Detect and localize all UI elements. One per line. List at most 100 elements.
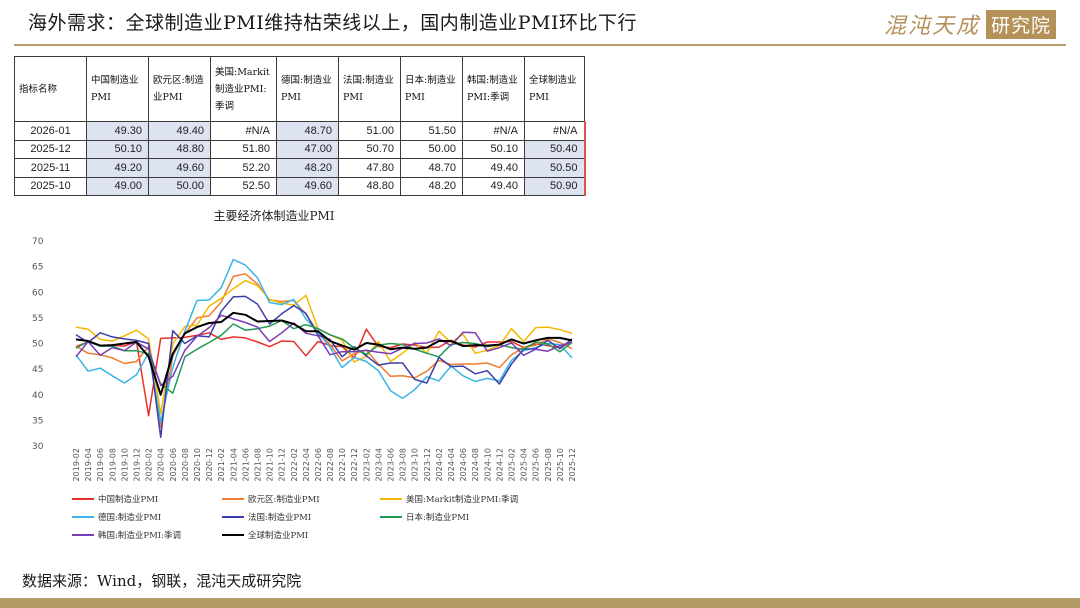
legend-label: 德国:制造业PMI [98,512,161,523]
x-tick-label: 2025-04 [520,448,529,481]
table-header-cell: 全球制造业PMI [524,56,585,122]
table-cell[interactable]: 49.40 [462,176,525,196]
table-cell[interactable]: 47.80 [338,158,401,178]
table-cell[interactable]: 52.20 [210,158,277,178]
table-cell-date[interactable]: 2025-12 [14,139,87,159]
table-header-row: 指标名称 中国制造业PMI 欧元区:制造业PMI 美国:Markit制造业PMI… [14,56,585,122]
x-tick-label: 2022-04 [302,448,311,481]
table-cell[interactable]: 49.40 [462,158,525,178]
x-tick-label: 2020-02 [145,448,154,481]
x-tick-label: 2023-04 [374,448,383,481]
x-tick-label: 2025-02 [508,448,517,481]
source-note: 数据来源：Wind，钢联，混沌天成研究院 [22,572,302,590]
table-cell[interactable]: 49.40 [148,121,211,141]
table-header-cell: 法国:制造业PMI [338,56,401,122]
table-header-cell: 韩国:制造业PMI:季调 [462,56,525,122]
x-tick-label: 2019-02 [72,448,81,481]
chart-background [14,200,584,550]
table-row: 2025-11 49.20 49.60 52.20 48.20 47.80 48… [14,158,586,178]
y-tick-label: 45 [32,365,43,375]
table-cell-date[interactable]: 2025-11 [14,158,87,178]
x-tick-label: 2024-08 [471,448,480,481]
table-cell[interactable]: #N/A [462,121,525,141]
table-cell-date[interactable]: 2025-10 [14,176,87,196]
x-tick-label: 2020-12 [205,448,214,481]
x-tick-label: 2023-12 [423,448,432,481]
table-cell[interactable]: 50.10 [86,139,149,159]
table-cell[interactable]: 50.50 [524,158,586,178]
y-tick-label: 65 [32,263,43,273]
table-header-cell: 中国制造业PMI [86,56,149,122]
x-tick-label: 2022-10 [338,448,347,481]
x-tick-label: 2024-02 [435,448,444,481]
series-line [75,314,573,387]
table-cell[interactable]: 50.00 [148,176,211,196]
x-tick-label: 2021-02 [217,448,226,481]
y-tick-label: 35 [32,416,43,426]
legend-label: 全球制造业PMI [248,530,308,541]
table-cell[interactable]: 48.70 [400,158,463,178]
x-tick-label: 2023-08 [399,448,408,481]
table-cell[interactable]: 52.50 [210,176,277,196]
x-tick-label: 2024-12 [495,448,504,481]
table-cell[interactable]: 50.70 [338,139,401,159]
table-row: 2025-10 49.00 50.00 52.50 49.60 48.80 48… [14,176,586,196]
y-tick-label: 30 [32,442,44,452]
x-tick-label: 2020-10 [193,448,202,481]
x-tick-label: 2025-10 [556,448,565,481]
table-cell[interactable]: 51.80 [210,139,277,159]
table-cell[interactable]: #N/A [524,121,586,141]
table-cell[interactable]: 50.90 [524,176,586,196]
table-cell[interactable]: 49.60 [148,158,211,178]
x-tick-label: 2022-08 [326,448,335,481]
table-cell[interactable]: 50.40 [524,139,586,159]
x-tick-label: 2024-06 [459,448,468,481]
chart-title: 主要经济体制造业PMI [213,208,334,223]
x-tick-label: 2022-12 [350,448,359,481]
x-tick-label: 2020-08 [181,448,190,481]
logo-box: 研究院 [985,9,1056,39]
legend-label: 法国:制造业PMI [248,512,311,523]
table-cell[interactable]: 47.00 [276,139,339,159]
legend-label: 韩国:制造业PMI:季调 [98,530,181,541]
table-cell[interactable]: 51.00 [338,121,401,141]
table-cell[interactable]: 48.70 [276,121,339,141]
x-tick-label: 2022-06 [314,448,323,481]
table-cell[interactable]: 51.50 [400,121,463,141]
table-cell[interactable]: 49.00 [86,176,149,196]
table-cell[interactable]: 48.20 [276,158,339,178]
table-cell[interactable]: 48.80 [338,176,401,196]
table-cell[interactable]: 48.20 [400,176,463,196]
y-tick-label: 55 [32,314,43,324]
x-tick-label: 2021-06 [241,448,250,481]
x-tick-label: 2024-04 [447,448,456,481]
table-cell[interactable]: 50.10 [462,139,525,159]
table-cell[interactable]: #N/A [210,121,277,141]
x-tick-label: 2022-02 [290,448,299,481]
table-cell[interactable]: 49.30 [86,121,149,141]
table-header-cell: 美国:Markit制造业PMI:季调 [210,56,277,122]
footer-bar [0,598,1080,608]
x-tick-label: 2021-12 [278,448,287,481]
x-tick-label: 2023-06 [387,448,396,481]
table-cell-date[interactable]: 2026-01 [14,121,87,141]
x-tick-label: 2025-12 [568,448,577,481]
x-tick-label: 2025-08 [544,448,553,481]
table-cell[interactable]: 49.60 [276,176,339,196]
x-tick-label: 2020-06 [169,448,178,481]
legend-label: 欧元区:制造业PMI [248,494,320,505]
x-tick-label: 2019-08 [108,448,117,481]
pmi-data-table: 指标名称 中国制造业PMI 欧元区:制造业PMI 美国:Markit制造业PMI… [14,56,586,196]
header-divider [14,44,1066,46]
x-tick-label: 2019-12 [132,448,141,481]
y-tick-label: 40 [32,391,44,401]
table-cell[interactable]: 49.20 [86,158,149,178]
x-tick-label: 2021-04 [229,448,238,481]
table-cell[interactable]: 48.80 [148,139,211,159]
table-cell[interactable]: 50.00 [400,139,463,159]
y-tick-label: 60 [32,288,44,298]
y-tick-label: 50 [32,340,44,350]
x-tick-label: 2019-10 [120,448,129,481]
table-header-cell: 欧元区:制造业PMI [148,56,211,122]
x-tick-label: 2023-10 [411,448,420,481]
